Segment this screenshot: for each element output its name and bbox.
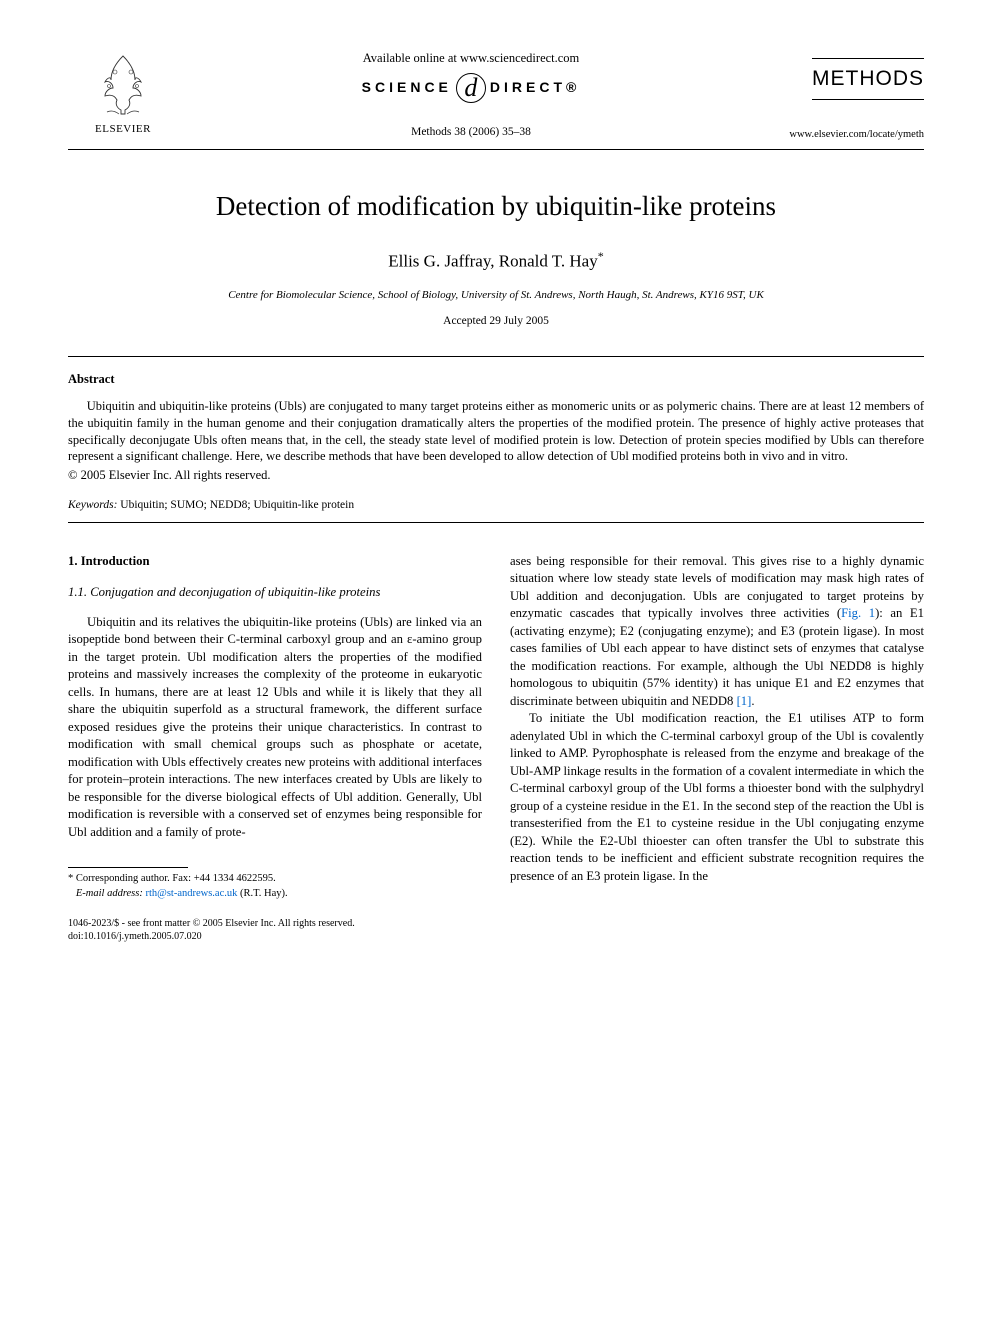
email-address[interactable]: rth@st-andrews.ac.uk [145,888,237,899]
journal-reference: Methods 38 (2006) 35–38 [178,125,764,141]
available-online-text: Available online at www.sciencedirect.co… [178,50,764,67]
col2-paragraph-2: To initiate the Ubl modification reactio… [510,710,924,885]
doi-block: 1046-2023/$ - see front matter © 2005 El… [68,917,355,943]
header-right: METHODS www.elsevier.com/locate/ymeth [764,48,924,143]
abstract-top-rule [68,356,924,357]
sciencedirect-right: DIRECT® [490,78,580,97]
section-1-heading: 1. Introduction [68,553,482,571]
methods-journal-logo: METHODS [812,58,924,100]
col2-p1-b: ): an E1 (activating enzyme); E2 (conjug… [510,606,924,708]
abstract-bottom-rule [68,522,924,523]
keywords-values: Ubiquitin; SUMO; NEDD8; Ubiquitin-like p… [117,499,354,511]
abstract-copyright: © 2005 Elsevier Inc. All rights reserved… [68,467,924,484]
footnote-rule [68,867,188,868]
left-column: 1. Introduction 1.1. Conjugation and dec… [68,553,482,901]
corresponding-footnote: * Corresponding author. Fax: +44 1334 46… [68,872,482,886]
affiliation: Centre for Biomolecular Science, School … [68,288,924,303]
accepted-date: Accepted 29 July 2005 [68,314,924,330]
elsevier-tree-icon [87,48,159,120]
body-columns: 1. Introduction 1.1. Conjugation and dec… [68,553,924,901]
elsevier-logo-block: ELSEVIER [68,48,178,137]
issn-line: 1046-2023/$ - see front matter © 2005 El… [68,917,355,930]
email-suffix: (R.T. Hay). [237,888,287,899]
corresponding-mark: * [598,249,604,263]
header-rule [68,149,924,150]
sciencedirect-left: SCIENCE [362,78,452,97]
col1-paragraph-1: Ubiquitin and its relatives the ubiquiti… [68,614,482,842]
page-footer: 1046-2023/$ - see front matter © 2005 El… [68,917,924,943]
elsevier-label: ELSEVIER [68,122,178,137]
keywords-line: Keywords: Ubiquitin; SUMO; NEDD8; Ubiqui… [68,498,924,514]
keywords-label: Keywords: [68,499,117,511]
abstract-heading: Abstract [68,371,924,388]
figure-1-link[interactable]: Fig. 1 [841,606,875,620]
col2-paragraph-1: ases being responsible for their removal… [510,553,924,711]
doi-line: doi:10.1016/j.ymeth.2005.07.020 [68,930,355,943]
subsection-1-1-heading: 1.1. Conjugation and deconjugation of ub… [68,584,482,602]
right-column: ases being responsible for their removal… [510,553,924,901]
email-label: E-mail address: [76,888,143,899]
abstract-text: Ubiquitin and ubiquitin-like proteins (U… [68,398,924,466]
sciencedirect-logo: SCIENCE d DIRECT® [362,73,581,103]
authors-line: Ellis G. Jaffray, Ronald T. Hay* [68,248,924,274]
journal-header: ELSEVIER Available online at www.science… [68,48,924,143]
reference-1-link[interactable]: [1] [737,694,752,708]
author-names: Ellis G. Jaffray, Ronald T. Hay [388,252,597,271]
article-title: Detection of modification by ubiquitin-l… [68,188,924,224]
sciencedirect-at-icon: d [456,73,486,103]
email-footnote: E-mail address: rth@st-andrews.ac.uk (R.… [68,887,482,901]
header-center: Available online at www.sciencedirect.co… [178,48,764,140]
footnote-corresponding-text: Corresponding author. Fax: +44 1334 4622… [73,873,276,884]
journal-url: www.elsevier.com/locate/ymeth [764,128,924,142]
col2-p1-period: . [751,694,754,708]
